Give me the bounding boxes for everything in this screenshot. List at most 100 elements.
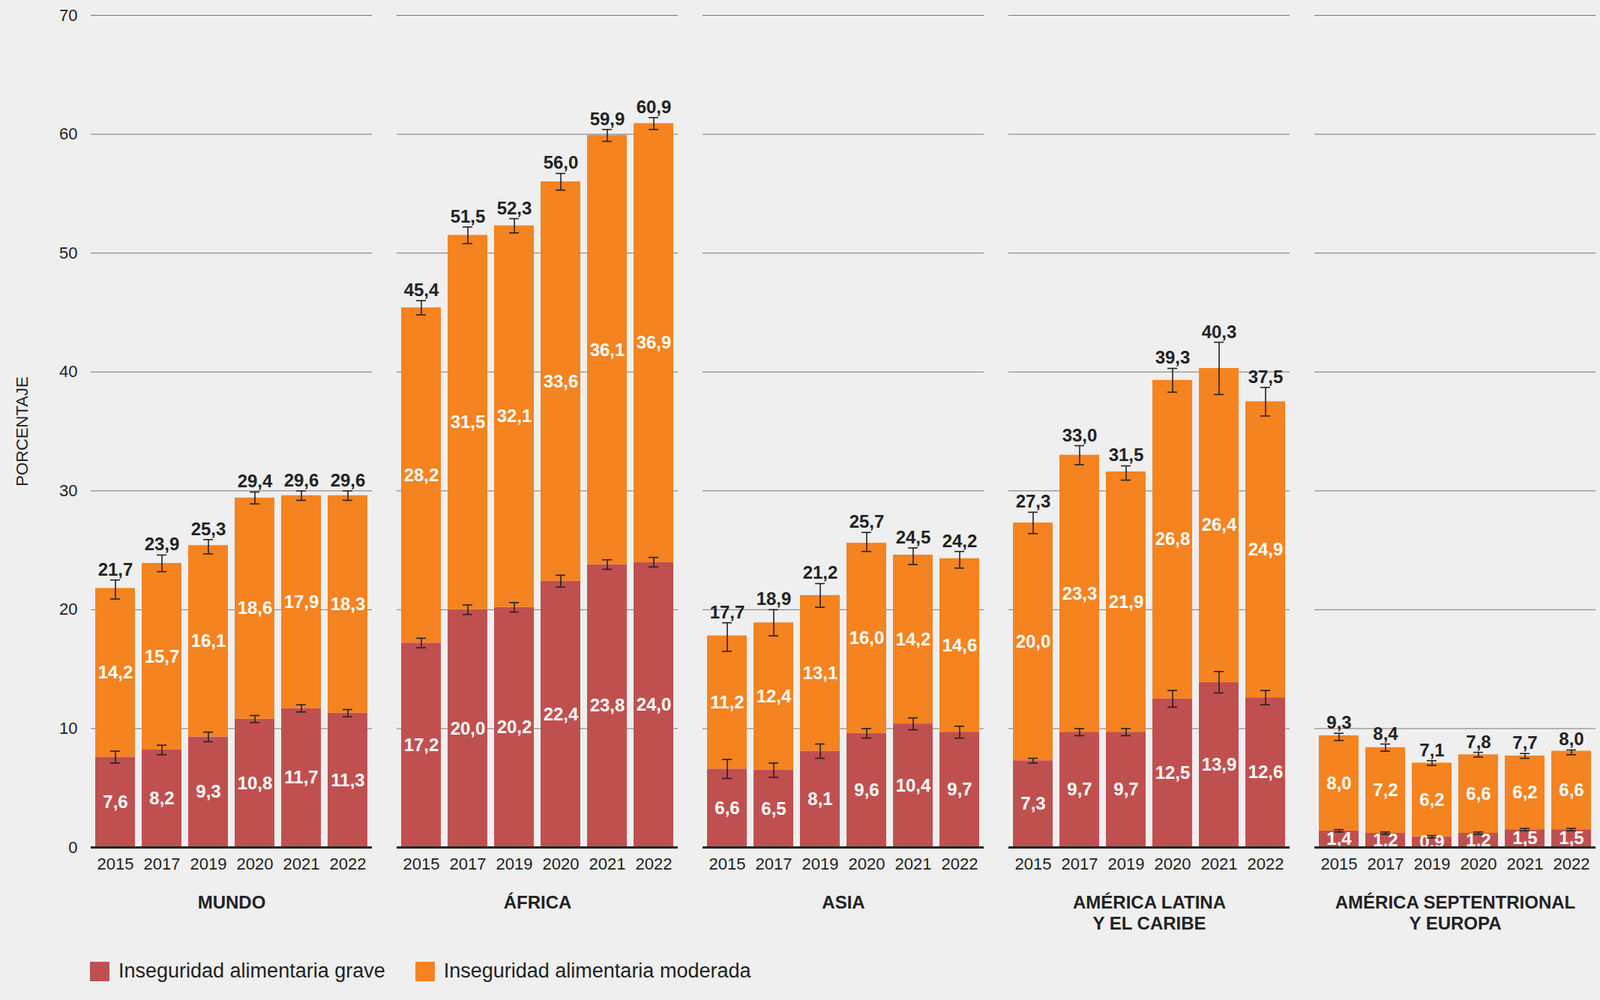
svg-text:20,2: 20,2 xyxy=(497,716,533,738)
svg-text:37,5: 37,5 xyxy=(1248,366,1284,387)
svg-text:30: 30 xyxy=(59,481,78,501)
svg-text:12,6: 12,6 xyxy=(1248,761,1284,783)
svg-text:17,9: 17,9 xyxy=(284,591,320,612)
svg-text:7,6: 7,6 xyxy=(102,791,128,812)
svg-text:9,7: 9,7 xyxy=(1113,779,1139,800)
svg-text:2022: 2022 xyxy=(329,854,367,874)
svg-text:10,4: 10,4 xyxy=(895,775,932,796)
svg-text:2021: 2021 xyxy=(283,854,321,874)
svg-text:10: 10 xyxy=(59,719,78,738)
svg-text:1,5: 1,5 xyxy=(1512,827,1538,848)
svg-text:26,8: 26,8 xyxy=(1155,528,1191,549)
svg-text:8,1: 8,1 xyxy=(807,788,833,809)
svg-text:7,3: 7,3 xyxy=(1020,793,1046,814)
svg-text:9,3: 9,3 xyxy=(1326,712,1352,733)
svg-text:50: 50 xyxy=(59,243,78,263)
svg-text:21,2: 21,2 xyxy=(802,562,839,583)
svg-text:18,9: 18,9 xyxy=(756,588,792,609)
svg-text:7,2: 7,2 xyxy=(1372,779,1398,800)
svg-text:2021: 2021 xyxy=(1507,854,1544,874)
svg-text:8,2: 8,2 xyxy=(149,788,174,809)
svg-text:12,5: 12,5 xyxy=(1155,762,1191,783)
svg-text:2022: 2022 xyxy=(1247,854,1285,874)
svg-text:PORCENTAJE: PORCENTAJE xyxy=(12,376,32,486)
svg-text:8,0: 8,0 xyxy=(1326,773,1352,794)
svg-text:2022: 2022 xyxy=(1553,854,1591,874)
svg-text:8,4: 8,4 xyxy=(1372,723,1399,744)
svg-text:2020: 2020 xyxy=(848,854,886,874)
svg-text:2022: 2022 xyxy=(941,854,979,874)
svg-text:2017: 2017 xyxy=(143,854,181,874)
svg-text:29,4: 29,4 xyxy=(237,470,273,492)
svg-text:2017: 2017 xyxy=(1367,854,1405,874)
svg-text:2020: 2020 xyxy=(1154,854,1192,874)
svg-text:14,2: 14,2 xyxy=(895,629,932,650)
svg-text:29,6: 29,6 xyxy=(330,470,366,491)
svg-text:28,2: 28,2 xyxy=(404,464,440,486)
svg-text:18,3: 18,3 xyxy=(330,593,366,615)
svg-text:40: 40 xyxy=(59,362,78,381)
svg-text:23,8: 23,8 xyxy=(590,695,626,716)
svg-text:33,0: 33,0 xyxy=(1062,425,1098,446)
svg-text:2015: 2015 xyxy=(1321,854,1358,874)
svg-text:32,1: 32,1 xyxy=(497,405,533,426)
svg-text:33,6: 33,6 xyxy=(543,371,579,392)
svg-text:15,7: 15,7 xyxy=(144,646,180,667)
svg-text:2017: 2017 xyxy=(755,854,793,874)
svg-text:12,4: 12,4 xyxy=(756,686,792,707)
svg-text:2017: 2017 xyxy=(1061,854,1099,874)
svg-text:45,4: 45,4 xyxy=(404,279,440,300)
svg-text:36,1: 36,1 xyxy=(590,339,626,360)
svg-text:2022: 2022 xyxy=(635,854,673,874)
svg-text:AMÉRICA SEPTENTRIONALY EUROPA: AMÉRICA SEPTENTRIONALY EUROPA xyxy=(1335,892,1576,934)
svg-text:17,2: 17,2 xyxy=(404,734,440,756)
svg-text:9,7: 9,7 xyxy=(946,779,972,800)
svg-text:2015: 2015 xyxy=(1015,854,1052,874)
svg-text:22,4: 22,4 xyxy=(543,704,579,725)
svg-text:2019: 2019 xyxy=(1108,854,1145,874)
svg-text:2021: 2021 xyxy=(1201,854,1238,874)
svg-text:11,3: 11,3 xyxy=(330,770,365,791)
svg-text:8,0: 8,0 xyxy=(1558,728,1584,750)
svg-text:25,7: 25,7 xyxy=(849,511,885,532)
svg-text:6,2: 6,2 xyxy=(1419,789,1445,810)
svg-text:59,9: 59,9 xyxy=(590,108,626,129)
svg-text:2019: 2019 xyxy=(190,854,228,874)
svg-text:2017: 2017 xyxy=(449,854,487,874)
svg-text:21,9: 21,9 xyxy=(1108,591,1145,612)
svg-text:14,6: 14,6 xyxy=(942,635,978,656)
svg-text:13,1: 13,1 xyxy=(802,662,839,684)
svg-text:10,8: 10,8 xyxy=(237,773,273,794)
svg-text:ASIA: ASIA xyxy=(821,892,865,913)
svg-text:6,6: 6,6 xyxy=(1558,779,1584,800)
svg-text:6,6: 6,6 xyxy=(714,797,740,818)
svg-text:51,5: 51,5 xyxy=(450,206,486,227)
svg-text:24,2: 24,2 xyxy=(942,530,978,552)
svg-text:1,5: 1,5 xyxy=(1558,827,1584,848)
svg-text:20,0: 20,0 xyxy=(1015,631,1052,652)
svg-text:60: 60 xyxy=(59,124,78,144)
svg-text:56,0: 56,0 xyxy=(543,152,579,173)
svg-text:2021: 2021 xyxy=(589,854,627,874)
svg-text:9,3: 9,3 xyxy=(195,781,221,802)
svg-text:16,0: 16,0 xyxy=(849,627,885,648)
svg-text:AMÉRICA LATINAY EL CARIBE: AMÉRICA LATINAY EL CARIBE xyxy=(1072,892,1226,934)
svg-text:21,7: 21,7 xyxy=(98,559,134,580)
svg-text:36,9: 36,9 xyxy=(636,332,672,353)
svg-text:16,1: 16,1 xyxy=(191,630,227,651)
svg-text:2015: 2015 xyxy=(709,854,747,874)
svg-text:40,3: 40,3 xyxy=(1201,321,1238,342)
svg-text:2021: 2021 xyxy=(895,854,932,874)
svg-text:24,9: 24,9 xyxy=(1248,539,1284,560)
svg-text:23,3: 23,3 xyxy=(1062,583,1098,604)
svg-text:0: 0 xyxy=(68,838,78,857)
svg-text:7,7: 7,7 xyxy=(1512,732,1538,753)
svg-text:27,3: 27,3 xyxy=(1015,491,1052,512)
svg-text:6,2: 6,2 xyxy=(1512,782,1538,803)
svg-text:13,9: 13,9 xyxy=(1201,754,1238,775)
svg-text:31,5: 31,5 xyxy=(1108,444,1145,465)
svg-text:24,0: 24,0 xyxy=(636,694,672,715)
svg-text:20,0: 20,0 xyxy=(450,718,486,739)
svg-text:2020: 2020 xyxy=(1460,854,1498,874)
svg-text:ÁFRICA: ÁFRICA xyxy=(503,892,573,913)
